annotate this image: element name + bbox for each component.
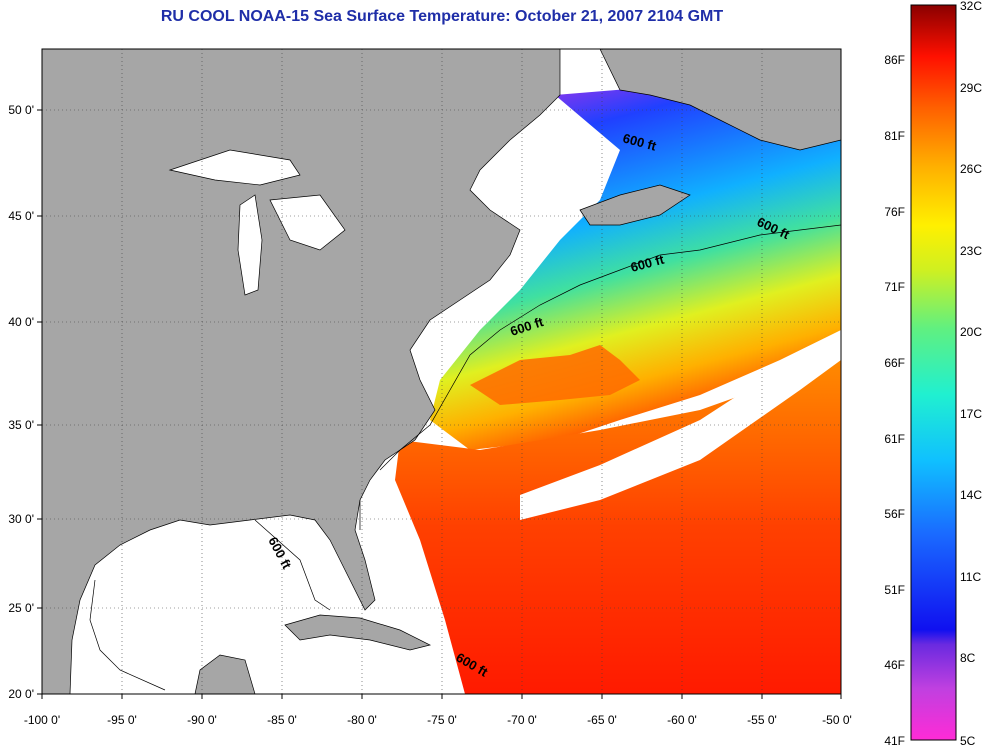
lon-label: -60 0' [667,713,697,727]
colorbar-c-label: 5C [960,734,976,748]
colorbar-c-label: 26C [960,162,982,176]
colorbar-f-label: 66F [884,356,905,370]
axis-ticks [37,109,842,699]
colorbar-c-label: 17C [960,407,982,421]
lon-label: -55 0' [747,713,777,727]
colorbar-f-label: 46F [884,658,905,672]
colorbar-c-label: 8C [960,651,976,665]
lon-label: -100 0' [24,713,60,727]
lon-label: -65 0' [587,713,617,727]
yucatan-land [194,654,256,694]
newfoundland-land [599,49,841,151]
gulf-stream [470,345,640,405]
lat-label: 50 0' [8,103,34,117]
colorbar-f-label: 81F [884,129,905,143]
colorbar-c-label: 14C [960,488,982,502]
lat-label: 40 0' [8,315,34,329]
colorbar-f-label: 86F [884,53,905,67]
longitude-labels: -100 0' -95 0' -90 0' -85 0' -80 0' -75 … [24,713,852,727]
cuba-land [284,614,432,651]
lat-label: 35 0' [8,418,34,432]
temperature-colorbar: 86F 81F 76F 71F 66F 61F 56F 51F 46F 41F … [884,0,982,748]
colorbar-c-label: 20C [960,325,982,339]
lon-label: -50 0' [822,713,852,727]
latitude-labels: 50 0' 45 0' 40 0' 35 0' 30 0' 25 0' 20 0… [8,103,34,701]
cloud-band [520,335,841,520]
colorbar-c-label: 29C [960,81,982,95]
colorbar-f-label: 71F [884,280,905,294]
colorbar-f-label: 51F [884,583,905,597]
lon-label: -95 0' [107,713,137,727]
lat-label: 20 0' [8,687,34,701]
colorbar-scale [910,4,957,741]
gulf-shelf-contour [89,500,361,691]
lat-label: 30 0' [8,512,34,526]
lon-label: -80 0' [347,713,377,727]
colorbar-f-label: 61F [884,432,905,446]
lat-label: 45 0' [8,209,34,223]
lon-label: -70 0' [507,713,537,727]
colorbar-c-label: 32C [960,0,982,13]
map-title: RU COOL NOAA-15 Sea Surface Temperature:… [160,8,724,25]
lon-label: -75 0' [427,713,457,727]
sst-south-swath [395,360,841,694]
great-lakes [168,149,346,296]
colorbar-celsius-labels: 32C 29C 26C 23C 20C 17C 14C 11C 8C 5C [960,0,982,748]
isobath-600ft [379,224,841,471]
lon-label: -85 0' [267,713,297,727]
colorbar-f-label: 76F [884,205,905,219]
lat-label: 25 0' [8,601,34,615]
colorbar-c-label: 11C [960,570,981,584]
colorbar-fahrenheit-labels: 86F 81F 76F 71F 66F 61F 56F 51F 46F 41F [884,53,905,748]
sst-map: 600 ft 600 ft 600 ft 600 ft 600 ft 600 f… [42,49,841,694]
lon-label: -90 0' [187,713,217,727]
colorbar-c-label: 23C [960,244,982,258]
colorbar-f-label: 56F [884,507,905,521]
nova-scotia-land [579,184,691,226]
colorbar-f-label: 41F [884,734,905,748]
